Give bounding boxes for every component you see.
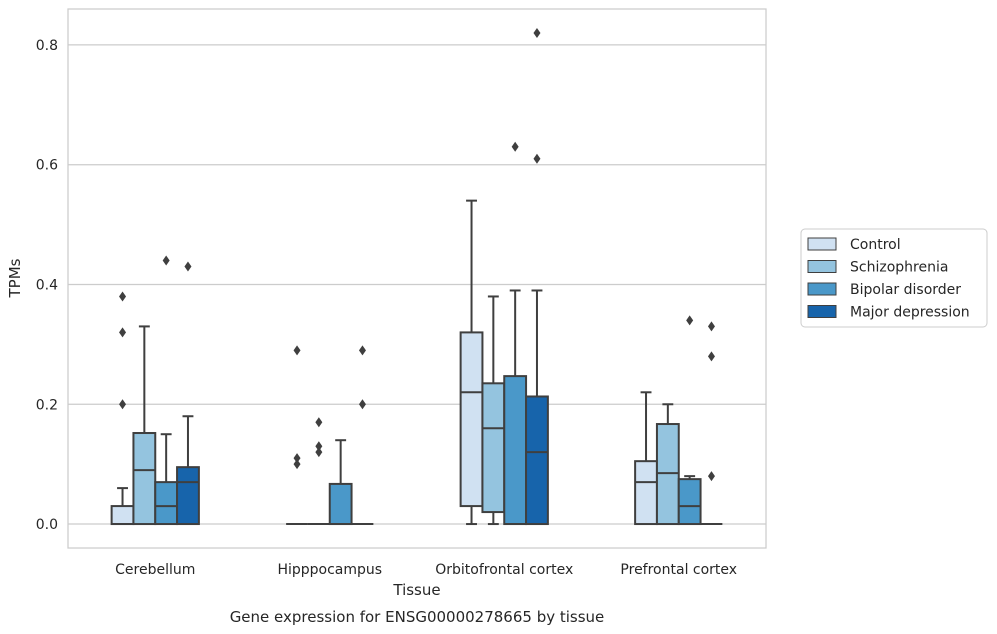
box-schizophrenia — [132, 325, 157, 526]
x-axis-ticks: Cerebellum Hipppocampus Orbitofrontal cort… — [115, 562, 737, 578]
plot-frame — [67, 8, 767, 549]
outlier-point — [511, 141, 519, 152]
outlier-point — [686, 315, 694, 326]
box-control — [286, 345, 308, 526]
x-axis-label: Tissue — [392, 581, 440, 599]
outlier-point — [293, 345, 301, 356]
outlier-point — [707, 471, 715, 482]
legend-label: Bipolar disorder — [850, 282, 961, 298]
box-schizophrenia — [481, 295, 506, 526]
outlier-point — [358, 345, 366, 356]
y-tick-label: 0.6 — [36, 158, 58, 174]
box-bipolar-disorder — [328, 439, 353, 526]
box-rect — [132, 432, 157, 526]
outlier-point — [119, 327, 127, 338]
box-rect — [481, 382, 506, 514]
x-tick-label: Cerebellum — [115, 562, 195, 578]
box-rect — [459, 331, 484, 508]
box-rect — [110, 505, 135, 526]
legend-label: Control — [850, 237, 901, 253]
legend-item: Bipolar disorder — [807, 282, 961, 298]
box-rect — [503, 375, 528, 526]
legend-item: Control — [807, 237, 901, 253]
box-schizophrenia — [655, 403, 680, 526]
box-control — [459, 199, 484, 526]
box-rect — [677, 478, 702, 526]
legend-item: Major depression — [807, 305, 970, 321]
outlier-point — [707, 351, 715, 362]
box-major-depression — [176, 261, 200, 526]
box-schizophrenia — [307, 417, 330, 526]
outlier-point — [707, 321, 715, 332]
legend-label: Major depression — [850, 305, 970, 321]
box-control — [110, 291, 135, 526]
box-major-depression — [700, 321, 723, 526]
outlier-point — [293, 459, 301, 470]
outlier-point — [315, 417, 323, 428]
y-tick-label: 0.8 — [36, 38, 58, 54]
x-tick-label: Hipppocampus — [277, 562, 382, 578]
outlier-point — [533, 27, 541, 38]
box-bipolar-disorder — [503, 141, 528, 526]
y-axis-label: TPMs — [6, 258, 24, 298]
outlier-point — [119, 291, 127, 302]
box-plots — [110, 27, 723, 526]
outlier-point — [315, 447, 323, 458]
box-rect — [634, 460, 658, 526]
outlier-point — [315, 441, 323, 452]
legend-swatch — [807, 237, 837, 251]
legend: Control Schizophrenia Bipolar disorder Majo… — [800, 228, 988, 328]
outlier-point — [358, 399, 366, 410]
outlier-point — [162, 255, 170, 266]
x-tick-label: Prefrontal cortex — [620, 562, 737, 578]
box-bipolar-disorder — [154, 255, 179, 526]
box-major-depression — [525, 27, 549, 526]
legend-swatch — [807, 282, 837, 296]
legend-swatch — [807, 305, 837, 318]
y-tick-label: 0.0 — [36, 517, 58, 533]
y-axis-ticks: 0.0 0.2 0.4 0.6 0.8 — [36, 38, 58, 533]
legend-swatch — [807, 260, 837, 273]
y-tick-label: 0.4 — [36, 277, 58, 293]
outlier-point — [119, 399, 127, 410]
box-rect — [328, 482, 353, 526]
legend-frame — [800, 228, 988, 328]
box-control — [634, 391, 658, 526]
box-rect — [525, 395, 549, 526]
box-rect — [154, 481, 179, 526]
y-tick-label: 0.2 — [36, 397, 58, 413]
outlier-point — [184, 261, 192, 272]
chart-caption: Gene expression for ENSG00000278665 by t… — [230, 608, 605, 626]
legend-label: Schizophrenia — [850, 260, 948, 276]
outlier-point — [533, 153, 541, 164]
outlier-point — [293, 453, 301, 464]
box-major-depression — [351, 345, 374, 526]
x-tick-label: Orbitofrontal cortex — [435, 562, 573, 578]
box-rect — [176, 466, 200, 526]
legend-item: Schizophrenia — [807, 260, 948, 276]
box-bipolar-disorder — [677, 315, 702, 526]
